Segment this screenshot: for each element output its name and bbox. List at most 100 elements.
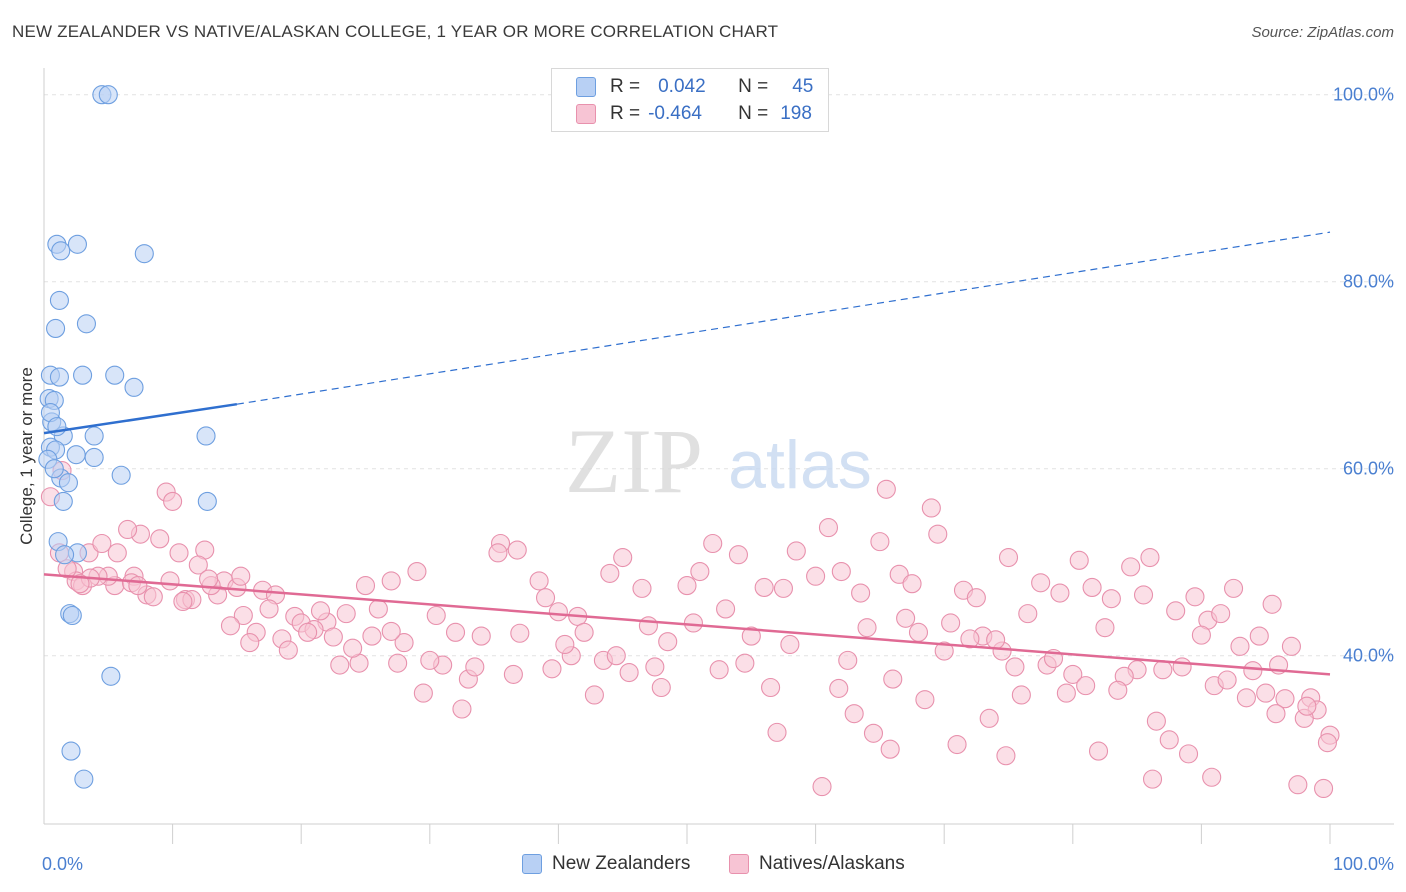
x-tick-labels: 0.0% 100.0% [42, 854, 1394, 874]
data-point [1224, 578, 1244, 598]
data-point [70, 574, 90, 594]
data-point [902, 574, 922, 594]
data-point [651, 677, 671, 698]
data-point [844, 704, 864, 724]
data-point [128, 576, 148, 596]
data-point [101, 666, 121, 686]
y-tick-label: 40.0% [1343, 646, 1394, 666]
new-zealanders-points [38, 85, 217, 789]
natives-alaskans-trend-line [43, 573, 1331, 676]
legend-row-new-zealanders: R = 0.042 N = 45 [576, 75, 813, 99]
data-point [1121, 557, 1141, 577]
data-point [134, 244, 154, 264]
data-point [574, 622, 594, 642]
pink-swatch [729, 854, 749, 874]
data-point [555, 634, 575, 655]
data-point [677, 576, 697, 596]
data-point [754, 577, 774, 597]
data-point [84, 447, 104, 468]
blue-swatch [522, 854, 542, 874]
data-point [49, 290, 69, 310]
n-label: N = [738, 103, 769, 124]
data-point [941, 613, 961, 633]
data-point [1050, 583, 1070, 603]
data-point [355, 576, 376, 596]
n-label: N = [738, 76, 769, 97]
data-point [703, 533, 723, 554]
data-point [105, 365, 125, 385]
n-value: 198 [780, 103, 812, 124]
data-point [928, 524, 948, 544]
data-point [173, 591, 193, 612]
data-point [818, 518, 839, 538]
data-point [407, 561, 427, 582]
trend-lines [43, 231, 1331, 676]
r-label: R = [610, 76, 641, 97]
data-point [44, 459, 64, 479]
data-point [73, 365, 93, 385]
watermark-zip: ZIP [565, 410, 703, 512]
data-point [163, 491, 183, 511]
r-value: 0.042 [658, 76, 706, 97]
data-point [786, 541, 806, 561]
data-point [767, 722, 787, 742]
data-point [542, 659, 562, 679]
data-point [1056, 683, 1076, 703]
natives-alaskans-points [40, 461, 1340, 799]
data-point [452, 699, 472, 719]
data-point [883, 669, 903, 689]
data-point [613, 547, 633, 568]
data-point [979, 708, 999, 728]
data-point [960, 629, 980, 649]
data-point [683, 613, 703, 633]
data-point [548, 602, 568, 622]
data-point [53, 491, 73, 511]
data-point [1005, 657, 1025, 677]
data-point [413, 683, 433, 703]
data-point [199, 569, 219, 589]
new-zealanders-trend-line [43, 402, 238, 435]
data-point [98, 85, 118, 105]
watermark: ZIP atlas [565, 410, 872, 512]
new-zealanders-trend-extension [236, 231, 1331, 405]
y-tick-label: 100.0% [1333, 85, 1394, 105]
data-point [996, 746, 1016, 766]
data-point [1314, 778, 1334, 799]
data-point [1146, 711, 1166, 731]
data-point [632, 578, 652, 598]
data-point [61, 741, 81, 761]
data-point [1133, 585, 1154, 605]
data-point [1256, 683, 1276, 703]
data-point [690, 561, 710, 582]
data-point [503, 664, 523, 684]
blue-swatch [576, 77, 596, 97]
data-point [773, 578, 794, 598]
data-point [233, 605, 253, 626]
data-point [368, 599, 388, 619]
data-point [298, 622, 318, 642]
data-point [111, 465, 131, 485]
data-point [709, 660, 729, 680]
data-point [1288, 775, 1308, 795]
data-point [1088, 741, 1109, 761]
data-point [196, 426, 216, 446]
x-tick-label: 100.0% [1333, 854, 1394, 874]
data-point [381, 571, 401, 591]
data-point [1297, 696, 1317, 716]
data-point [870, 532, 890, 552]
legend-item-natives-alaskans: Natives/Alaskans [729, 852, 905, 876]
r-value: -0.464 [648, 103, 702, 124]
data-point [381, 621, 401, 641]
data-point [1202, 767, 1222, 787]
data-point [728, 545, 748, 565]
data-point [1230, 636, 1250, 656]
data-point [584, 685, 604, 705]
chart-title: NEW ZEALANDER VS NATIVE/ALASKAN COLLEGE,… [12, 22, 779, 41]
data-point [323, 627, 343, 647]
data-point [857, 618, 877, 638]
data-point [67, 234, 87, 254]
data-point [1166, 601, 1186, 621]
data-point [741, 626, 761, 646]
data-point [62, 605, 82, 626]
data-point [362, 626, 382, 646]
